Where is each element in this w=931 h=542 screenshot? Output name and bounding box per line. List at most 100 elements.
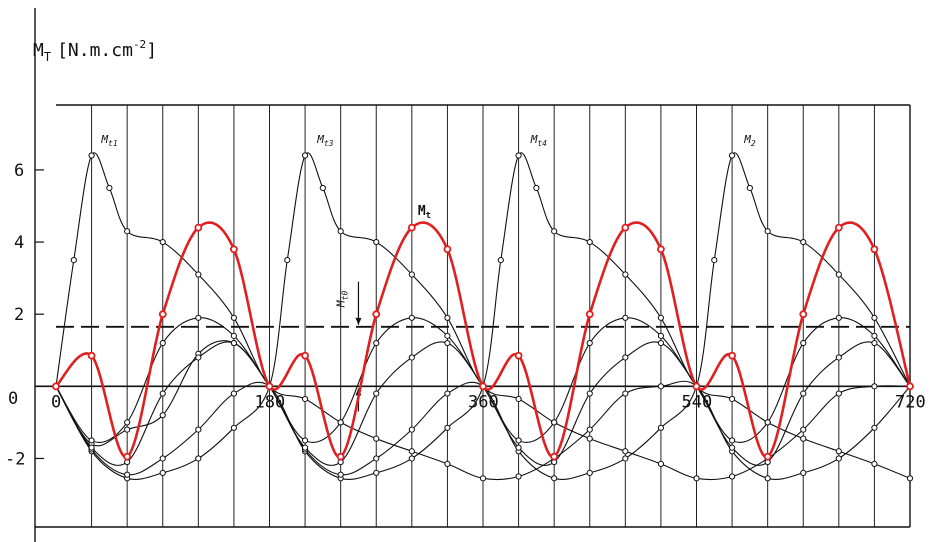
cylinder-point — [622, 271, 629, 278]
cylinder-point — [159, 469, 166, 476]
cylinder-point — [124, 228, 131, 235]
cylinder-curve-label: M2 — [743, 133, 756, 148]
cylinder-point — [800, 469, 807, 476]
total-torque-point — [158, 310, 167, 319]
cylinder-point — [586, 469, 593, 476]
total-torque-point — [763, 452, 772, 461]
cylinder-point — [195, 455, 202, 462]
cylinder-point — [444, 339, 451, 347]
cylinder-point — [800, 339, 807, 347]
cylinder-point — [284, 256, 291, 264]
cylinder-point — [195, 314, 202, 321]
y-tick-label: -2 — [5, 449, 25, 469]
cylinder-point — [230, 424, 238, 431]
total-torque-point — [301, 351, 309, 360]
total-torque-point — [372, 310, 381, 319]
total-torque-point — [585, 310, 594, 319]
cylinder-curve-label: Mt3 — [316, 133, 333, 148]
total-torque-point — [336, 452, 345, 461]
cylinder-point — [835, 455, 842, 462]
cylinder-point — [159, 455, 166, 462]
cylinder-curve — [55, 152, 911, 480]
cylinder-point — [835, 448, 842, 455]
total-torque-point — [87, 351, 96, 360]
cylinder-point — [88, 437, 95, 444]
labels: MT [N.m.cm-2] 0 6 4 2 -2 0 180 360 540 720 Mt0 Mt1 M… — [5, 38, 926, 469]
cylinder-point — [70, 256, 77, 264]
cylinder-point — [88, 444, 95, 451]
y-axis-label: MT [N.m.cm-2] — [33, 38, 157, 64]
total-torque-point — [906, 382, 914, 391]
cylinder-point — [835, 390, 842, 397]
cylinder-curve — [55, 152, 911, 481]
cylinder-point — [586, 339, 593, 347]
total-torque-point — [728, 351, 736, 360]
cylinder-point — [373, 238, 380, 246]
cylinder-point — [373, 435, 380, 442]
cylinder-point — [764, 475, 771, 482]
mean-arrowhead-top — [355, 317, 362, 325]
total-torque-point — [550, 452, 559, 461]
total-torque-point — [443, 245, 452, 254]
mean-line-label: Mt0 — [334, 291, 349, 308]
y-tick-label: 4 — [14, 233, 24, 253]
cylinder-point — [551, 228, 558, 235]
cylinder-point — [195, 426, 202, 433]
cylinder-point — [622, 354, 629, 361]
cylinder-point — [871, 460, 878, 467]
x-tick-label: 0 — [51, 392, 61, 412]
x-tick-label: 720 — [895, 392, 926, 412]
cylinder-point — [301, 395, 309, 403]
cylinder-point — [301, 152, 309, 159]
cylinder-point — [800, 435, 807, 442]
cylinder-point — [551, 475, 558, 482]
cylinder-point — [871, 424, 878, 431]
x-tick-label: 540 — [682, 392, 713, 412]
cylinder-point — [693, 475, 700, 482]
cylinder-curve-label: Mt4 — [530, 133, 547, 148]
cylinder-point — [835, 314, 842, 321]
cylinder-point — [373, 455, 380, 462]
y-tick-label: 2 — [14, 305, 24, 325]
cylinder-point — [337, 471, 344, 478]
cylinder-point — [408, 455, 415, 462]
cylinder-point — [622, 314, 629, 321]
cylinder-point — [657, 424, 665, 431]
total-torque-point — [52, 382, 60, 391]
cylinder-point — [871, 332, 878, 339]
cylinder-point — [622, 455, 629, 462]
cylinder-point — [124, 419, 131, 426]
cylinder-point — [586, 390, 593, 397]
cylinder-point — [800, 238, 807, 246]
cylinder-point — [230, 390, 238, 397]
cylinder-point — [159, 238, 166, 246]
cylinder-point — [444, 332, 451, 339]
total-torque-point — [870, 245, 879, 254]
cylinder-point — [746, 184, 753, 192]
cylinder-point — [124, 426, 131, 433]
cylinder-point — [444, 460, 451, 467]
cylinder-point — [444, 314, 451, 321]
cylinder-point — [622, 390, 629, 397]
cylinder-point — [195, 271, 202, 278]
axes — [34, 8, 911, 542]
cylinder-point — [728, 444, 736, 451]
cylinder-point — [657, 460, 665, 467]
cylinder-point — [586, 426, 593, 433]
cylinder-point — [515, 437, 522, 444]
cylinder-point — [515, 473, 522, 480]
cylinder-curve-label: Mt1 — [100, 133, 117, 148]
total-torque-point — [621, 223, 630, 232]
cylinder-point — [657, 314, 665, 321]
total-torque-point — [657, 245, 665, 254]
cylinder-point — [408, 448, 415, 455]
cylinder-point — [711, 256, 718, 264]
cylinder-point — [586, 435, 593, 442]
cylinder-point — [230, 314, 238, 321]
cylinder-point — [800, 390, 807, 397]
cylinder-point — [319, 184, 326, 192]
cylinder-point — [88, 152, 95, 159]
cylinder-point — [835, 354, 842, 361]
cylinder-point — [195, 354, 202, 361]
